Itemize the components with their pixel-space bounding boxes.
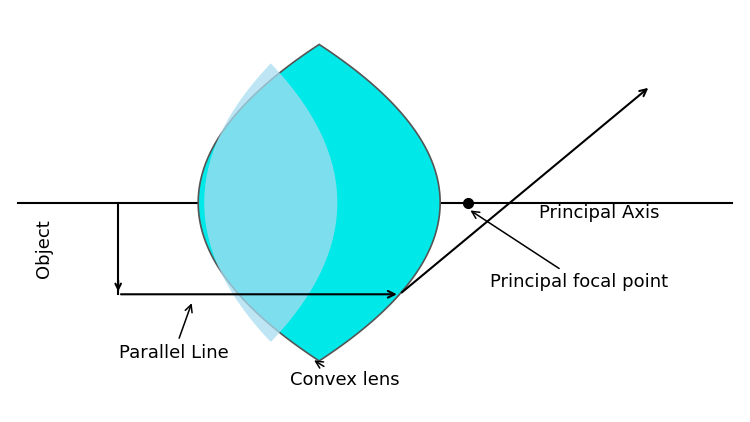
Polygon shape (204, 63, 338, 342)
Polygon shape (198, 44, 440, 361)
Text: Parallel Line: Parallel Line (119, 305, 229, 362)
Text: Principal Axis: Principal Axis (538, 204, 659, 222)
Text: Convex lens: Convex lens (290, 361, 400, 389)
Text: Object: Object (34, 219, 53, 278)
Text: Principal focal point: Principal focal point (472, 211, 668, 291)
